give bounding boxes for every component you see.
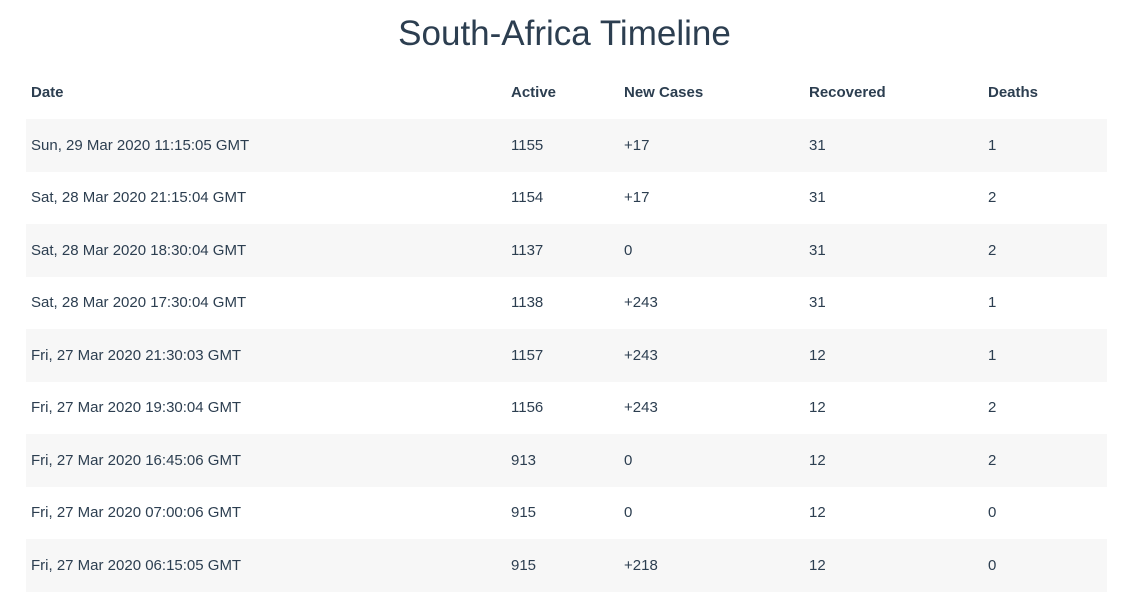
cell-new-cases: 0 [624, 241, 633, 259]
cell-new-cases: +243 [624, 346, 658, 364]
cell-new-cases: 0 [624, 451, 633, 469]
table-row: Fri, 27 Mar 2020 07:00:06 GMT 915 0 12 0 [26, 486, 1107, 539]
column-header-new-cases: New Cases [624, 84, 704, 101]
cell-new-cases: +243 [624, 399, 658, 417]
cell-recovered: 31 [809, 189, 826, 207]
cell-deaths: 2 [988, 399, 997, 417]
cell-deaths: 2 [988, 241, 997, 259]
cell-date: Fri, 27 Mar 2020 19:30:04 GMT [31, 399, 242, 417]
cell-date: Sun, 29 Mar 2020 11:15:05 GMT [31, 136, 250, 154]
table-header: Date Active New Cases Recovered Deaths [26, 66, 1107, 119]
cell-new-cases: +17 [624, 189, 650, 207]
cell-date: Fri, 27 Mar 2020 07:00:06 GMT [31, 504, 242, 522]
cell-active: 1156 [511, 399, 544, 417]
column-header-active: Active [511, 84, 557, 101]
cell-active: 1154 [511, 189, 544, 207]
cell-deaths: 1 [988, 136, 997, 154]
table-row: Sat, 28 Mar 2020 17:30:04 GMT 1138 +243 31 1 [26, 276, 1107, 329]
cell-date: Fri, 27 Mar 2020 16:45:06 GMT [31, 451, 242, 469]
table-row: Sat, 28 Mar 2020 21:15:04 GMT 1154 +17 31 2 [26, 171, 1107, 224]
cell-date: Sat, 28 Mar 2020 17:30:04 GMT [31, 294, 247, 312]
cell-deaths: 1 [988, 346, 997, 364]
cell-deaths: 2 [988, 189, 997, 207]
cell-active: 1155 [511, 136, 544, 154]
cell-recovered: 12 [809, 556, 826, 574]
cell-date: Sat, 28 Mar 2020 18:30:04 GMT [31, 241, 247, 259]
table-row: Fri, 27 Mar 2020 06:15:05 GMT 915 +218 12 0 [26, 539, 1107, 592]
timeline-table: Date Active New Cases Recovered Deaths S… [26, 66, 1107, 592]
table-row: Fri, 27 Mar 2020 16:45:06 GMT 913 0 12 2 [26, 434, 1107, 487]
cell-new-cases: +218 [624, 556, 658, 574]
column-header-date: Date [31, 84, 64, 101]
cell-active: 915 [511, 556, 537, 574]
cell-recovered: 12 [809, 399, 826, 417]
cell-recovered: 12 [809, 346, 826, 364]
cell-deaths: 0 [988, 504, 997, 522]
cell-recovered: 12 [809, 451, 826, 469]
table-header-row: Date Active New Cases Recovered Deaths [26, 66, 1107, 119]
cell-recovered: 12 [809, 504, 826, 522]
table-row: Fri, 27 Mar 2020 19:30:04 GMT 1156 +243 12 2 [26, 381, 1107, 434]
cell-active: 913 [511, 451, 537, 469]
table-row: Sun, 29 Mar 2020 11:15:05 GMT 1155 +17 31 1 [26, 119, 1107, 172]
cell-deaths: 2 [988, 451, 997, 469]
cell-active: 915 [511, 504, 537, 522]
cell-deaths: 1 [988, 294, 997, 312]
cell-deaths: 0 [988, 556, 997, 574]
cell-recovered: 31 [809, 241, 826, 259]
table-body: Sun, 29 Mar 2020 11:15:05 GMT 1155 +17 31 1 S… [26, 119, 1107, 592]
cell-date: Fri, 27 Mar 2020 06:15:05 GMT [31, 556, 242, 574]
cell-active: 1157 [511, 346, 544, 364]
cell-active: 1138 [511, 294, 544, 312]
cell-date: Fri, 27 Mar 2020 21:30:03 GMT [31, 346, 242, 364]
cell-date: Sat, 28 Mar 2020 21:15:04 GMT [31, 189, 247, 207]
cell-active: 1137 [511, 241, 544, 259]
cell-new-cases: +17 [624, 136, 650, 154]
page-title: South-Africa Timeline [398, 14, 731, 53]
cell-new-cases: +243 [624, 294, 658, 312]
column-header-deaths: Deaths [988, 84, 1039, 101]
cell-recovered: 31 [809, 136, 826, 154]
table-row: Sat, 28 Mar 2020 18:30:04 GMT 1137 0 31 2 [26, 224, 1107, 277]
cell-recovered: 31 [809, 294, 826, 312]
table-row: Fri, 27 Mar 2020 21:30:03 GMT 1157 +243 12 1 [26, 329, 1107, 382]
cell-new-cases: 0 [624, 504, 633, 522]
column-header-recovered: Recovered [809, 84, 886, 101]
